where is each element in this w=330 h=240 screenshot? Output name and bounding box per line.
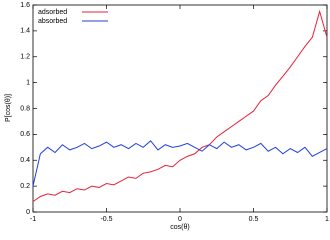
y-tick-label: 0.4	[20, 157, 30, 164]
x-tick-label: -0.5	[100, 216, 112, 223]
y-tick-label: 1.4	[20, 28, 30, 35]
x-tick-label: 0.5	[249, 216, 259, 223]
x-tick-label: 0	[178, 216, 182, 223]
y-tick-label: 0	[26, 209, 30, 216]
x-axis-label: cos(θ)	[170, 224, 189, 231]
series-line	[32, 140, 328, 187]
y-axis-label: P[cos(θ)]	[5, 94, 12, 122]
y-tick-label: 0.6	[20, 131, 30, 138]
x-tick-label: -1	[30, 216, 36, 223]
legend-label: adsorbed	[38, 9, 67, 16]
y-tick-label: 1	[26, 79, 30, 86]
y-tick-label: 1.2	[20, 54, 30, 61]
series-line	[32, 9, 328, 203]
legend-label: absorbed	[38, 18, 67, 25]
y-tick-label: 0.2	[20, 183, 30, 190]
x-tick-label: 1	[325, 216, 329, 223]
chart: cos(θ) P[cos(θ)] 0 0.2 0.4 0.6 0.8 1 1.2 1.4 1.6…	[5, 2, 329, 231]
y-tick-label: 1.6	[20, 2, 30, 9]
plot-frame	[32, 4, 328, 213]
y-tick-label: 0.8	[20, 105, 30, 112]
